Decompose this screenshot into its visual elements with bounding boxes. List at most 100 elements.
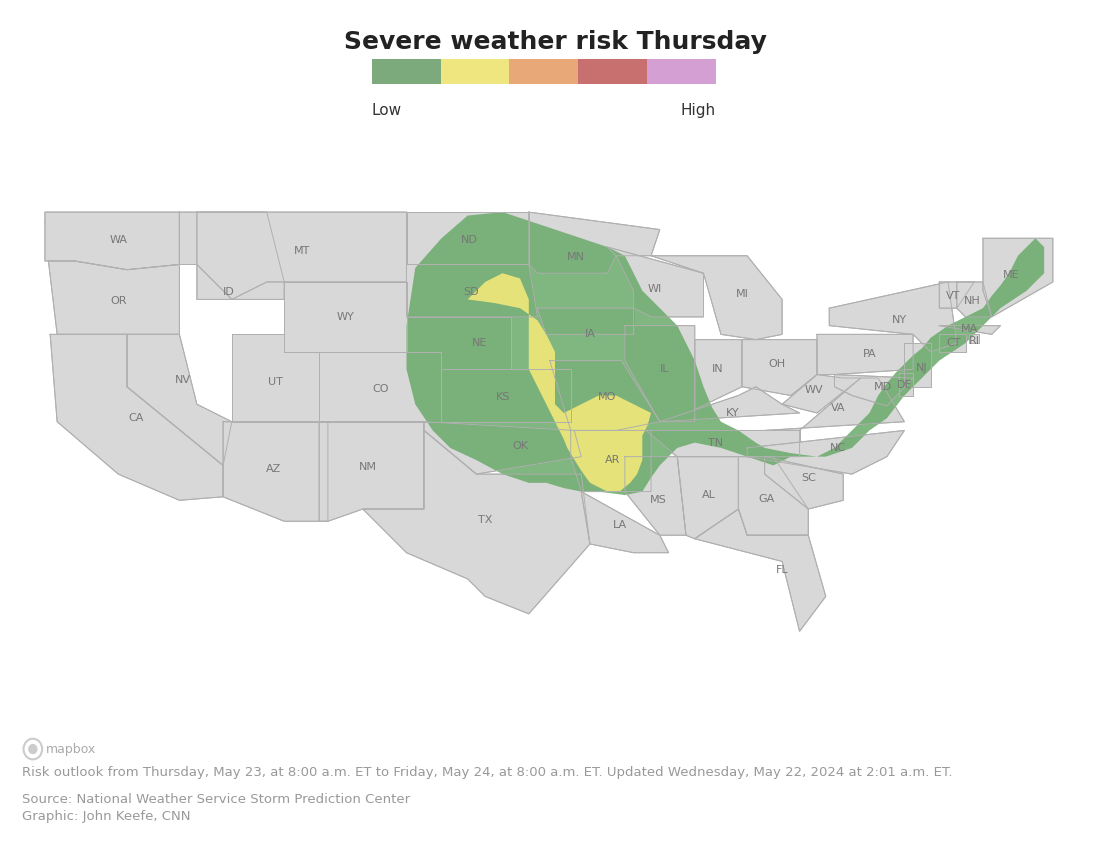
Polygon shape [50, 334, 223, 500]
Circle shape [29, 744, 37, 754]
Text: OR: OR [110, 296, 127, 306]
Polygon shape [695, 339, 741, 409]
Text: SC: SC [800, 473, 816, 483]
Text: DE: DE [897, 380, 912, 390]
Polygon shape [571, 430, 652, 491]
Text: mapbox: mapbox [47, 744, 97, 756]
Text: IA: IA [585, 329, 595, 339]
Polygon shape [607, 247, 704, 316]
Text: ID: ID [222, 288, 234, 297]
Polygon shape [783, 375, 860, 413]
Polygon shape [939, 326, 1000, 334]
Text: VA: VA [830, 403, 845, 413]
Text: ME: ME [1002, 270, 1019, 280]
Text: KY: KY [726, 408, 740, 418]
Text: MD: MD [875, 381, 892, 392]
Polygon shape [406, 212, 528, 264]
Text: NM: NM [359, 463, 377, 472]
Text: ND: ND [461, 235, 477, 245]
Text: MS: MS [649, 495, 666, 506]
FancyBboxPatch shape [647, 59, 716, 84]
Text: IN: IN [712, 365, 724, 374]
Text: NY: NY [891, 316, 907, 326]
Text: WY: WY [336, 312, 354, 322]
Polygon shape [625, 326, 695, 422]
Polygon shape [817, 334, 914, 375]
Text: CT: CT [946, 338, 960, 348]
Polygon shape [983, 238, 1053, 316]
Text: LA: LA [613, 520, 627, 530]
Polygon shape [320, 422, 424, 522]
Polygon shape [939, 282, 975, 308]
Text: SD: SD [463, 288, 478, 297]
Polygon shape [44, 212, 180, 270]
Text: IL: IL [660, 365, 669, 374]
Polygon shape [582, 491, 668, 553]
Polygon shape [406, 212, 1045, 495]
Polygon shape [528, 212, 659, 273]
FancyBboxPatch shape [578, 59, 647, 84]
Text: CO: CO [372, 383, 388, 393]
Polygon shape [747, 430, 905, 474]
Polygon shape [406, 316, 512, 370]
Text: MT: MT [293, 246, 310, 256]
Polygon shape [467, 273, 652, 491]
Text: KS: KS [495, 392, 509, 403]
Text: CA: CA [128, 414, 143, 423]
Polygon shape [424, 422, 582, 474]
Polygon shape [939, 334, 966, 352]
Text: WA: WA [109, 235, 128, 245]
Polygon shape [969, 334, 979, 344]
Text: NC: NC [830, 443, 846, 453]
Polygon shape [765, 457, 844, 509]
FancyBboxPatch shape [441, 59, 509, 84]
Polygon shape [442, 370, 571, 422]
FancyBboxPatch shape [509, 59, 578, 84]
Polygon shape [738, 457, 808, 535]
Polygon shape [659, 387, 799, 422]
Polygon shape [835, 375, 914, 406]
Text: GA: GA [758, 494, 775, 504]
Text: RI: RI [969, 337, 980, 346]
Polygon shape [829, 282, 957, 352]
FancyBboxPatch shape [372, 59, 441, 84]
Text: VT: VT [946, 291, 960, 301]
Text: MO: MO [598, 392, 616, 403]
Text: MN: MN [567, 252, 585, 262]
Polygon shape [652, 256, 783, 339]
Polygon shape [646, 430, 799, 457]
Text: NJ: NJ [916, 363, 928, 372]
Text: PA: PA [862, 349, 876, 359]
Polygon shape [899, 373, 914, 396]
Text: Low: Low [372, 103, 402, 118]
Text: Graphic: John Keefe, CNN: Graphic: John Keefe, CNN [22, 810, 191, 823]
Text: MI: MI [736, 289, 748, 299]
Text: UT: UT [268, 376, 283, 387]
Polygon shape [196, 212, 406, 300]
Text: Risk outlook from Thursday, May 23, at 8:00 a.m. ET to Friday, May 24, at 8:00 a: Risk outlook from Thursday, May 23, at 8… [22, 766, 952, 778]
Text: High: High [680, 103, 716, 118]
Polygon shape [406, 264, 537, 316]
Polygon shape [537, 308, 634, 334]
Text: OK: OK [512, 441, 528, 452]
Text: TN: TN [708, 438, 724, 447]
Text: Severe weather risk Thursday: Severe weather risk Thursday [344, 30, 766, 53]
Text: AZ: AZ [266, 464, 281, 473]
Polygon shape [223, 422, 327, 522]
Polygon shape [905, 344, 930, 387]
Polygon shape [232, 334, 320, 422]
Polygon shape [180, 212, 284, 300]
Text: TX: TX [478, 515, 493, 524]
Text: MA: MA [960, 324, 978, 334]
Text: AR: AR [605, 455, 620, 465]
Text: NE: NE [472, 338, 487, 348]
Text: Source: National Weather Service Storm Prediction Center: Source: National Weather Service Storm P… [22, 793, 411, 806]
Text: WV: WV [805, 385, 823, 395]
Polygon shape [765, 378, 905, 430]
Text: NH: NH [965, 296, 981, 306]
Polygon shape [741, 339, 817, 396]
Polygon shape [320, 352, 442, 422]
Polygon shape [625, 457, 686, 535]
Text: AL: AL [702, 490, 716, 500]
Text: WI: WI [647, 284, 662, 294]
